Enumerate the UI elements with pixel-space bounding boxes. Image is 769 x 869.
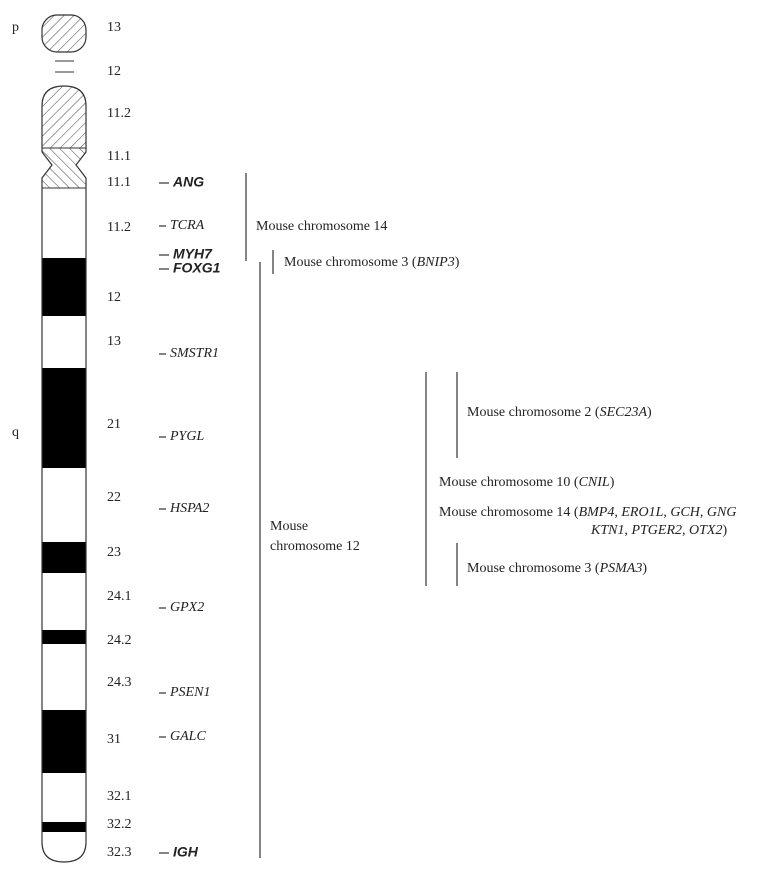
label-part: ,: [624, 523, 631, 538]
label-part: Mouse chromosome 2 (: [467, 405, 600, 420]
band: [40, 822, 90, 832]
label-part: chromosome 12: [270, 539, 360, 554]
band-label: 11.1: [107, 175, 131, 190]
gene-label: IGH: [173, 844, 199, 860]
band-label: 24.3: [107, 675, 132, 690]
band-label: 11.1: [107, 149, 131, 164]
band-label: 32.2: [107, 817, 132, 832]
gene-label: HSPA2: [169, 501, 209, 516]
label-part: SEC23A: [600, 405, 648, 420]
label-part: BMP4: [579, 505, 615, 520]
band-label: 11.2: [107, 106, 131, 121]
label-part: ,: [614, 505, 621, 520]
mouse-region-label: Mouse chromosome 14 (BMP4, ERO1L, GCH, G…: [439, 505, 736, 520]
label-part: ): [455, 255, 460, 270]
gene-label: PYGL: [169, 429, 204, 444]
band-label: 24.1: [107, 589, 132, 604]
gene-label: FOXG1: [173, 260, 221, 276]
label-part: Mouse: [270, 519, 308, 534]
band-label: 13: [107, 20, 121, 35]
gene-label: PSEN1: [169, 685, 210, 700]
label-part: ): [642, 561, 647, 576]
band-label: 11.2: [107, 220, 131, 235]
ideogram: p q 13 12 11.2 11.1 11.1 11.2 12 13 21 22 23 24.1 24.2…: [0, 0, 769, 869]
band-label: 32.3: [107, 845, 132, 860]
label-part: Mouse chromosome 10 (: [439, 475, 579, 490]
band-label: 32.1: [107, 789, 132, 804]
band: [40, 258, 90, 316]
label-part: ,: [682, 523, 689, 538]
gene-label: ANG: [172, 174, 204, 190]
mouse-region-label: Mouse chromosome 14: [256, 219, 387, 234]
band-label: 21: [107, 417, 121, 432]
band-label: 22: [107, 490, 121, 505]
label-part: ,: [663, 505, 670, 520]
page: {"arms":[{"label":"p"},{"label":"q"}], "…: [0, 0, 769, 869]
label-part: ERO1L: [620, 505, 663, 520]
label-part: PSMA3: [599, 561, 643, 576]
label-part: CNIL: [579, 475, 610, 490]
chromosome: [40, 15, 90, 868]
band-label: 13: [107, 334, 121, 349]
band-label: 12: [107, 64, 121, 79]
arm-label: q: [12, 425, 19, 440]
mouse-region-label: KTN1, PTGER2, OTX2): [590, 523, 727, 538]
label-part: Mouse chromosome 3 (: [284, 255, 417, 270]
mouse-region-label: Mouse chromosome 3 (BNIP3): [284, 255, 460, 270]
mouse-region-label: Mouse chromosome 10 (CNIL): [439, 475, 615, 490]
label-part: ): [722, 523, 727, 538]
arm-label: p: [12, 20, 19, 35]
label-part: ): [647, 405, 652, 420]
label-part: Mouse chromosome 14 (: [439, 505, 579, 520]
band: [40, 148, 90, 188]
band-label: 31: [107, 732, 121, 747]
band-p13: [42, 15, 86, 52]
gene-label: GPX2: [170, 600, 204, 615]
mouse-region-label: Mouse chromosome 2 (SEC23A): [467, 405, 652, 420]
label-part: ): [610, 475, 615, 490]
mouse-region-label: chromosome 12: [270, 539, 360, 554]
mouse-region-label: Mouse: [270, 519, 308, 534]
label-part: KTN1: [590, 523, 624, 538]
gene-label: SMSTR1: [170, 346, 219, 361]
label-part: BNIP3: [417, 255, 455, 270]
label-part: ,: [700, 505, 707, 520]
band: [40, 542, 90, 573]
gene-label: GALC: [170, 729, 206, 744]
label-part: Mouse chromosome 3 (: [467, 561, 600, 576]
region-lines: [246, 173, 457, 858]
label-part: OTX2: [689, 523, 722, 538]
label-part: GCH: [670, 505, 700, 520]
label-part: GNG: [707, 505, 737, 520]
band: [40, 710, 90, 773]
band-label: 23: [107, 545, 121, 560]
mouse-region-label: Mouse chromosome 3 (PSMA3): [467, 561, 647, 576]
band-label: 12: [107, 290, 121, 305]
label-part: Mouse chromosome 14: [256, 219, 387, 234]
bands: [40, 84, 90, 868]
band: [40, 630, 90, 644]
gene-label: TCRA: [170, 218, 205, 233]
band-label: 24.2: [107, 633, 132, 648]
label-part: PTGER2: [630, 523, 682, 538]
band: [40, 368, 90, 468]
